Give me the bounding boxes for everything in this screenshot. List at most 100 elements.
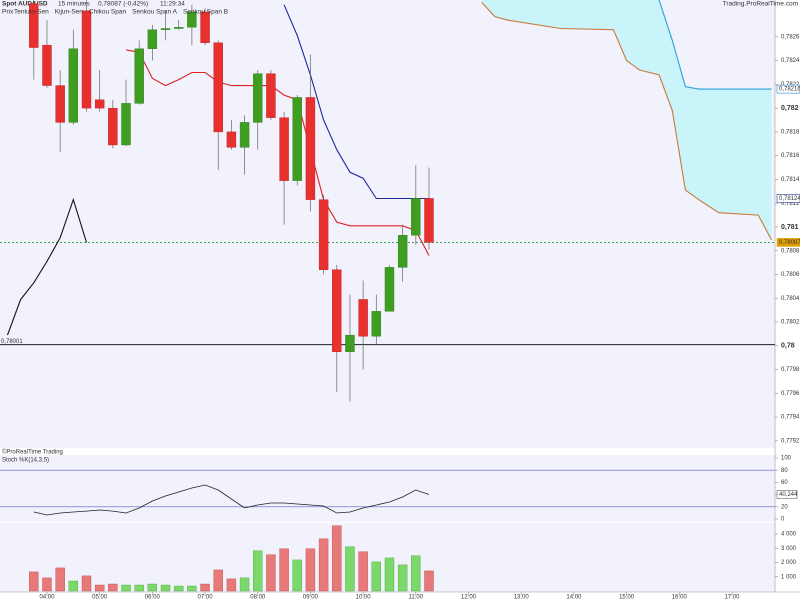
y-tick-label: 100 bbox=[781, 456, 792, 462]
candle-body bbox=[29, 3, 39, 48]
candle-body bbox=[174, 27, 184, 29]
volume-bar bbox=[29, 571, 39, 592]
price-marker bbox=[776, 194, 800, 203]
candle-body bbox=[187, 11, 197, 28]
legend-entry: Tenkan-Sen bbox=[14, 9, 49, 16]
volume-bar bbox=[279, 548, 289, 592]
time: 11:29:34 bbox=[160, 1, 185, 8]
y-tick-label: 0,7792 bbox=[781, 438, 800, 444]
volume-bar bbox=[108, 583, 118, 592]
indicator-line bbox=[283, 4, 429, 200]
interval: 15 minutes bbox=[58, 1, 91, 8]
candle-body bbox=[424, 198, 434, 243]
volume-bar bbox=[424, 570, 434, 592]
volume-bar bbox=[187, 585, 197, 592]
volume-bar bbox=[253, 550, 263, 592]
indicator-line bbox=[658, 0, 772, 90]
candle-body bbox=[345, 334, 355, 352]
stoch-panel bbox=[0, 455, 775, 522]
x-tick-label: 08:00 bbox=[250, 595, 266, 600]
stoch-title: Stoch %K(14,3,5) bbox=[2, 458, 49, 464]
title: Spot AUD/USD bbox=[2, 1, 48, 8]
stoch-line bbox=[33, 484, 430, 516]
indicator-line bbox=[481, 2, 772, 241]
volume-bar bbox=[371, 561, 382, 592]
candle-body bbox=[358, 299, 368, 337]
candle-body bbox=[147, 29, 158, 49]
x-tick-label: 15:00 bbox=[619, 595, 635, 600]
candle-body bbox=[134, 48, 144, 104]
volume-bar bbox=[332, 525, 342, 592]
y-tick-label: 1 000 bbox=[781, 574, 797, 580]
candle-body bbox=[305, 97, 316, 200]
x-tick-label: 09:00 bbox=[303, 595, 319, 600]
price-plot bbox=[0, 0, 775, 402]
candle-body bbox=[292, 97, 302, 181]
y-tick-label: 2 000 bbox=[781, 560, 797, 566]
x-tick-label: 11:00 bbox=[409, 595, 424, 600]
y-tick-label: 0,7806 bbox=[781, 272, 800, 278]
price-marker bbox=[776, 84, 800, 94]
volume-bar bbox=[121, 584, 131, 592]
volume-bar bbox=[397, 564, 408, 592]
candle-body bbox=[55, 85, 65, 123]
x-tick-label: 14:00 bbox=[566, 595, 582, 600]
volume-bar bbox=[318, 538, 329, 592]
x-tick-label: 12:00 bbox=[461, 595, 477, 600]
price-marker bbox=[776, 238, 800, 247]
volume-bar bbox=[305, 548, 316, 592]
candle-body bbox=[332, 269, 342, 352]
y-tick-label: 4 000 bbox=[781, 532, 797, 538]
candle-body bbox=[121, 103, 131, 146]
candle-body bbox=[108, 107, 118, 146]
value-box-label: 40,244 bbox=[779, 492, 798, 498]
x-tick-label: 06:00 bbox=[145, 595, 161, 600]
volume-bar bbox=[94, 584, 105, 592]
y-tick-label: 0,7794 bbox=[781, 415, 800, 421]
y-tick-label: 80 bbox=[781, 468, 788, 474]
y-tick-label: 20 bbox=[781, 504, 788, 510]
value-box bbox=[776, 490, 798, 499]
price-marker-label: 0,78216 bbox=[779, 87, 800, 93]
legend-entry: Senkou Span B bbox=[183, 9, 228, 16]
candle-body bbox=[226, 131, 237, 148]
volume-bar bbox=[147, 583, 158, 592]
price-marker-label: 0,78124 bbox=[779, 196, 800, 202]
legend-price: Prix bbox=[2, 9, 14, 16]
candle-body bbox=[253, 73, 263, 123]
y-tick-label: 0,782 bbox=[781, 105, 799, 112]
price-panel bbox=[0, 0, 775, 448]
y-tick-label: 0,7802 bbox=[781, 320, 800, 326]
candle-body bbox=[371, 311, 382, 337]
y-tick-label: 0 bbox=[781, 517, 785, 523]
volume-bar bbox=[68, 580, 79, 592]
volume-bar bbox=[213, 569, 223, 592]
y-tick-label: 3 000 bbox=[781, 546, 797, 552]
volume-bar bbox=[266, 554, 276, 592]
volume-bar bbox=[345, 546, 355, 592]
candle-body bbox=[81, 10, 92, 109]
volume-bar bbox=[411, 555, 421, 592]
source: Trading.ProRealTime.com bbox=[723, 1, 798, 8]
level-label: 0,78001 bbox=[1, 339, 23, 345]
y-tick-label: 0,78 bbox=[781, 343, 795, 350]
y-tick-label: 0,781 bbox=[781, 224, 799, 231]
volume-bar bbox=[81, 575, 92, 592]
candle-body bbox=[42, 44, 52, 86]
volume-bar bbox=[42, 577, 52, 592]
x-tick-label: 07:00 bbox=[198, 595, 214, 600]
volume-bar bbox=[226, 578, 237, 592]
y-tick-label: 0,7818 bbox=[781, 129, 800, 135]
candle-body bbox=[68, 48, 79, 123]
candle-body bbox=[397, 235, 408, 268]
volume-bar bbox=[239, 577, 250, 592]
y-tick-label: 0,7808 bbox=[781, 248, 800, 254]
legend-entry: Kijun-Sen bbox=[55, 9, 84, 16]
y-tick-label: 0,7826 bbox=[781, 34, 800, 40]
x-tick-label: 05:00 bbox=[92, 595, 108, 600]
legend-entry: Chikou Span bbox=[89, 9, 127, 16]
candle-body bbox=[160, 28, 171, 30]
x-tick-label: 04:00 bbox=[39, 595, 55, 600]
candle-body bbox=[266, 73, 276, 118]
